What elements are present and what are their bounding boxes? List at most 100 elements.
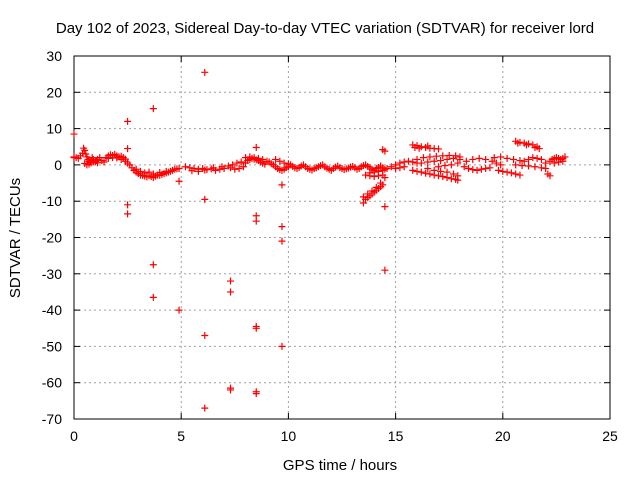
data-point-outliers	[70, 130, 78, 138]
data-point-dense_band	[368, 187, 376, 195]
data-point-dense_band	[525, 155, 533, 163]
data-point-dense_band	[525, 162, 533, 170]
data-point-dense_band	[424, 158, 432, 166]
data-point-dense_band	[272, 155, 280, 163]
y-tick-label: 30	[46, 48, 62, 64]
data-point-dense_band	[430, 166, 438, 174]
y-tick-label: -20	[42, 230, 62, 246]
data-point-outliers	[124, 117, 132, 125]
data-point-dense_band	[542, 159, 550, 167]
data-point-outliers	[252, 143, 260, 151]
data-point-outliers	[124, 145, 132, 153]
x-tick-label: 0	[70, 428, 78, 444]
data-point-outliers	[278, 181, 286, 189]
data-point-dense_band	[503, 154, 511, 162]
data-point-dense_band	[434, 172, 442, 180]
x-tick-label: 20	[495, 428, 511, 444]
data-point-dense_band	[404, 157, 412, 165]
data-point-outliers	[149, 261, 157, 269]
data-point-dense_band	[559, 157, 567, 165]
data-point-dense_band	[464, 165, 472, 173]
data-point-dense_band	[482, 155, 490, 163]
data-point-dense_band	[462, 157, 470, 165]
data-point-dense_band	[409, 166, 417, 174]
data-point-dense_band	[469, 166, 477, 174]
data-point-dense_band	[424, 165, 432, 173]
chart-title: Day 102 of 2023, Sidereal Day-to-day VTE…	[56, 20, 594, 37]
x-tick-label: 10	[281, 428, 297, 444]
data-point-dense_band	[454, 172, 462, 180]
data-point-outliers	[227, 277, 235, 285]
data-point-dense_band	[392, 165, 400, 173]
data-point-dense_band	[490, 154, 498, 162]
data-point-dense_band	[280, 159, 288, 167]
data-point-dense_band	[415, 144, 423, 152]
x-tick-label: 15	[388, 428, 404, 444]
data-point-dense_band	[387, 163, 395, 171]
data-point-dense_band	[242, 154, 250, 162]
axis-ticks: 0 5 10 15 20 25 -70 -60 -50 -40 -30 -20 -10 0 10 20 30	[42, 48, 618, 444]
data-point-outliers	[252, 324, 260, 332]
data-point-dense_band	[475, 154, 483, 162]
data-point-outliers	[175, 306, 183, 314]
data-point-dense_band	[136, 167, 144, 175]
data-point-dense_band	[456, 155, 464, 163]
data-point-dense_band	[510, 155, 518, 163]
data-point-dense_band	[512, 170, 520, 178]
data-point-outliers	[227, 288, 235, 296]
data-point-dense_band	[469, 155, 477, 163]
data-point-dense_band	[246, 153, 254, 161]
y-tick-label: -60	[42, 375, 62, 391]
data-point-dense_band	[359, 193, 367, 201]
data-point-dense_band	[209, 164, 217, 172]
data-point-dense_band	[443, 168, 451, 176]
data-point-dense_band	[473, 166, 481, 174]
data-point-outliers	[201, 404, 209, 412]
data-point-dense_band	[503, 168, 511, 176]
data-point-dense_band	[447, 161, 455, 169]
data-point-dense_band	[276, 157, 284, 165]
data-point-dense_band	[422, 169, 430, 177]
data-point-dense_band	[81, 146, 89, 154]
data-point-dense_band	[512, 161, 520, 169]
data-point-dense_band	[383, 165, 391, 173]
data-point-dense_band	[460, 163, 468, 171]
data-point-dense_band	[497, 161, 505, 169]
data-point-dense_band	[156, 169, 164, 177]
data-point-dense_band	[424, 142, 432, 150]
data-point-dense_band	[537, 155, 545, 163]
y-tick-label: -40	[42, 302, 62, 318]
data-point-dense_band	[254, 154, 262, 162]
data-point-dense_band	[141, 169, 149, 177]
data-point-outliers	[278, 223, 286, 231]
data-point-dense_band	[522, 141, 530, 149]
y-axis-label: SDTVAR / TECUs	[7, 178, 24, 298]
data-point-dense_band	[366, 169, 374, 177]
data-point-dense_band	[447, 175, 455, 183]
data-point-dense_band	[499, 167, 507, 175]
data-point-outliers	[201, 195, 209, 203]
data-point-dense_band	[100, 158, 108, 166]
data-point-dense_band	[201, 166, 209, 174]
data-point-dense_band	[454, 159, 462, 167]
data-point-dense_band	[235, 165, 243, 173]
data-point-dense_band	[379, 166, 387, 174]
y-tick-label: -70	[42, 411, 62, 427]
y-tick-label: 20	[46, 84, 62, 100]
y-tick-label: 0	[54, 157, 62, 173]
x-tick-label: 5	[177, 428, 185, 444]
data-point-dense_band	[432, 152, 440, 160]
data-point-dense_band	[117, 155, 125, 163]
data-point-dense_band	[233, 159, 241, 167]
data-point-dense_band	[437, 157, 445, 165]
data-point-outliers	[124, 201, 132, 209]
data-point-dense_band	[188, 167, 196, 175]
data-point-dense_band	[419, 154, 427, 162]
data-marks	[70, 68, 569, 412]
data-point-dense_band	[411, 143, 419, 151]
data-point-dense_band	[531, 163, 539, 171]
data-point-dense_band	[409, 158, 417, 166]
data-point-dense_band	[514, 139, 522, 147]
data-point-dense_band	[237, 158, 245, 166]
